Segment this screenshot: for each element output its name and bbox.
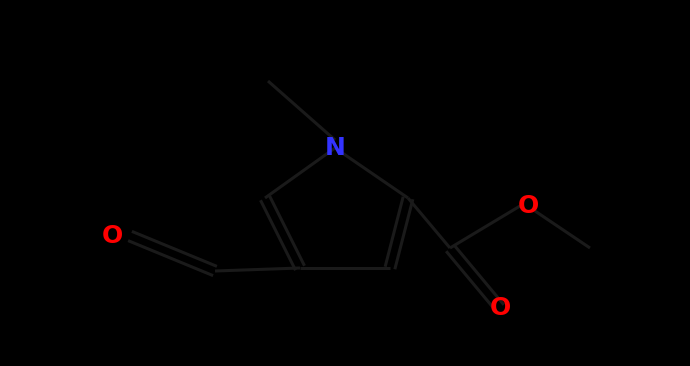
Text: O: O <box>518 194 539 218</box>
Text: N: N <box>324 136 346 160</box>
Text: O: O <box>101 224 123 248</box>
Text: O: O <box>489 296 511 320</box>
